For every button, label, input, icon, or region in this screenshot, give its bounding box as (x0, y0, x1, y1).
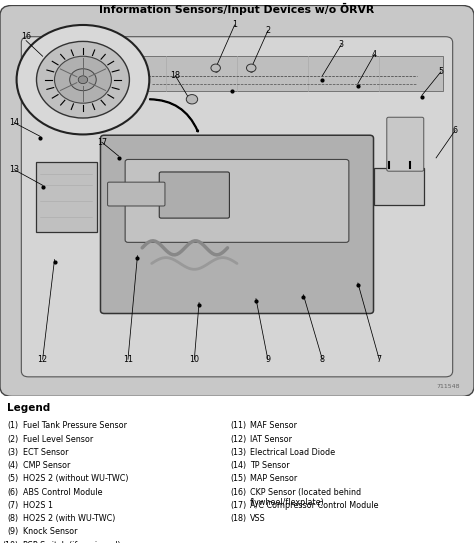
Text: A/C Compressor Control Module: A/C Compressor Control Module (250, 501, 379, 510)
Text: 16: 16 (21, 32, 31, 41)
Text: (18): (18) (230, 514, 246, 523)
Text: HO2S 1: HO2S 1 (23, 501, 53, 510)
Text: Electrical Load Diode: Electrical Load Diode (250, 448, 335, 457)
FancyBboxPatch shape (125, 160, 349, 242)
Text: (17): (17) (230, 501, 246, 510)
Text: (14): (14) (230, 461, 246, 470)
Text: HO2S 2 (with WU-TWC): HO2S 2 (with WU-TWC) (23, 514, 115, 523)
FancyBboxPatch shape (108, 182, 165, 206)
Text: 15: 15 (73, 83, 83, 92)
FancyBboxPatch shape (6, 11, 468, 390)
Text: 18: 18 (170, 71, 181, 80)
Text: 2: 2 (265, 27, 270, 35)
Text: Knock Sensor: Knock Sensor (23, 527, 77, 536)
Text: 10: 10 (189, 355, 200, 364)
Text: 711548: 711548 (436, 383, 460, 389)
Text: 13: 13 (9, 165, 19, 174)
Text: (4): (4) (8, 461, 19, 470)
Text: (7): (7) (8, 501, 19, 510)
FancyBboxPatch shape (36, 162, 97, 232)
Text: (11): (11) (230, 421, 246, 431)
Circle shape (246, 64, 256, 72)
Text: 8: 8 (320, 355, 325, 364)
Text: (2): (2) (8, 434, 19, 444)
Text: CMP Sensor: CMP Sensor (23, 461, 70, 470)
Text: (10): (10) (3, 540, 19, 543)
Text: 12: 12 (37, 355, 48, 364)
Text: (15): (15) (230, 475, 246, 483)
Text: 1: 1 (232, 21, 237, 29)
Text: 3: 3 (339, 40, 344, 49)
FancyArrowPatch shape (150, 99, 199, 132)
Text: 5: 5 (438, 67, 443, 77)
FancyBboxPatch shape (21, 37, 453, 377)
Text: 7: 7 (377, 355, 382, 364)
Text: 6: 6 (453, 126, 457, 135)
Text: Legend: Legend (7, 403, 50, 413)
Text: 9: 9 (265, 355, 270, 364)
Circle shape (70, 69, 96, 91)
Text: (3): (3) (8, 448, 19, 457)
FancyBboxPatch shape (0, 5, 474, 396)
Text: (1): (1) (8, 421, 19, 431)
Text: VSS: VSS (250, 514, 266, 523)
Text: Information Sensors/Input Devices w/o ŌRVR: Information Sensors/Input Devices w/o ŌR… (100, 3, 374, 15)
Text: (9): (9) (8, 527, 19, 536)
FancyBboxPatch shape (159, 172, 229, 218)
Text: TP Sensor: TP Sensor (250, 461, 290, 470)
Text: Fuel Level Sensor: Fuel Level Sensor (23, 434, 93, 444)
Text: HO2S 2 (without WU-TWC): HO2S 2 (without WU-TWC) (23, 475, 128, 483)
FancyBboxPatch shape (100, 135, 374, 313)
FancyBboxPatch shape (387, 117, 424, 171)
Text: (8): (8) (8, 514, 19, 523)
FancyBboxPatch shape (374, 168, 424, 205)
Circle shape (78, 76, 88, 84)
Text: MAP Sensor: MAP Sensor (250, 475, 297, 483)
Text: (16): (16) (230, 488, 246, 497)
Circle shape (36, 41, 129, 118)
FancyBboxPatch shape (31, 56, 443, 91)
Text: ECT Sensor: ECT Sensor (23, 448, 68, 457)
Circle shape (186, 94, 198, 104)
Text: MAF Sensor: MAF Sensor (250, 421, 297, 431)
Text: (6): (6) (8, 488, 19, 497)
Text: CKP Sensor (located behind
flywheel/flexplate): CKP Sensor (located behind flywheel/flex… (250, 488, 361, 507)
Circle shape (55, 56, 111, 103)
Text: 14: 14 (9, 118, 19, 127)
Text: Fuel Tank Pressure Sensor: Fuel Tank Pressure Sensor (23, 421, 127, 431)
Text: (5): (5) (8, 475, 19, 483)
Circle shape (211, 64, 220, 72)
Text: IAT Sensor: IAT Sensor (250, 434, 292, 444)
Text: ABS Control Module: ABS Control Module (23, 488, 102, 497)
Circle shape (17, 25, 149, 135)
Text: 17: 17 (97, 138, 107, 147)
Text: 4: 4 (372, 50, 377, 59)
Text: PSP Switch (if equipped): PSP Switch (if equipped) (23, 540, 120, 543)
Text: (13): (13) (230, 448, 246, 457)
Text: 11: 11 (123, 355, 133, 364)
Text: (12): (12) (230, 434, 246, 444)
